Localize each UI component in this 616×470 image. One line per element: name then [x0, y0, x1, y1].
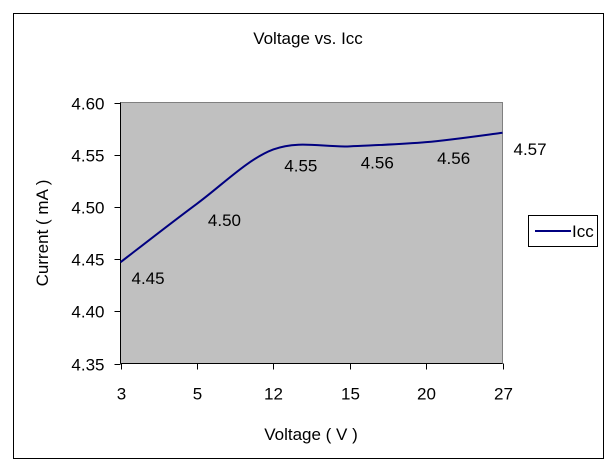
y-tick-label: 4.35 — [71, 356, 104, 375]
series-layer — [119, 131, 503, 264]
data-labels: 4.45 4.50 4.55 4.56 4.56 4.57 — [132, 140, 547, 288]
y-axis-label: Current ( mA ) — [33, 180, 52, 287]
series-line-icc — [119, 131, 503, 264]
chart-title: Voltage vs. Icc — [253, 29, 363, 48]
y-ticks: 4.35 4.40 4.45 4.50 4.55 4.60 — [71, 95, 121, 375]
legend: Icc — [528, 215, 598, 247]
x-ticks: 3 5 12 15 20 27 — [117, 363, 513, 404]
data-label: 4.55 — [284, 156, 317, 175]
x-tick-label: 5 — [193, 385, 202, 404]
data-label: 4.50 — [208, 211, 241, 230]
y-tick-label: 4.40 — [71, 303, 104, 322]
y-tick-label: 4.45 — [71, 251, 104, 270]
legend-label: Icc — [572, 222, 594, 241]
plot-area — [120, 102, 503, 364]
data-label: 4.56 — [437, 149, 470, 168]
y-tick-label: 4.60 — [71, 95, 104, 114]
data-label: 4.57 — [514, 140, 547, 159]
x-tick-label: 20 — [417, 385, 436, 404]
x-tick-label: 15 — [341, 385, 360, 404]
y-tick-label: 4.50 — [71, 199, 104, 218]
x-tick-label: 12 — [264, 385, 283, 404]
x-axis-label: Voltage ( V ) — [264, 425, 358, 444]
x-tick-label: 3 — [117, 385, 126, 404]
data-label: 4.56 — [361, 153, 394, 172]
y-tick-label: 4.55 — [71, 147, 104, 166]
x-tick-label: 27 — [494, 385, 513, 404]
data-label: 4.45 — [132, 269, 165, 288]
